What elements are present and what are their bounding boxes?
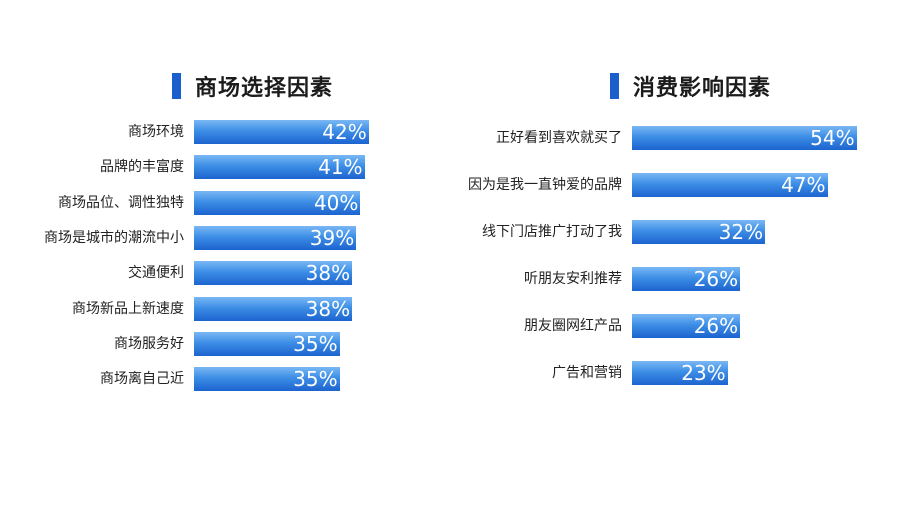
bar-value-label: 35% bbox=[293, 331, 338, 356]
category-label: 广告和营销 bbox=[552, 365, 622, 381]
category-label: 商场新品上新速度 bbox=[72, 300, 184, 317]
bar-value-label: 54% bbox=[810, 126, 855, 150]
consumption-factor-header: 消费影响因素 bbox=[610, 72, 772, 101]
category-label: 商场品位、调性独特 bbox=[58, 194, 184, 211]
bar: 35% bbox=[194, 331, 340, 356]
category-label: 正好看到喜欢就买了 bbox=[496, 130, 622, 146]
header-accent-bar bbox=[172, 73, 181, 99]
bar: 40% bbox=[194, 190, 361, 215]
bar: 38% bbox=[194, 296, 353, 321]
bar: 39% bbox=[194, 225, 357, 250]
category-label: 品牌的丰富度 bbox=[100, 159, 184, 176]
category-label: 线下门店推广打动了我 bbox=[482, 224, 622, 240]
bar-value-label: 47% bbox=[781, 173, 826, 197]
bar-value-label: 26% bbox=[693, 267, 739, 291]
mall-choice-header: 商场选择因素 bbox=[172, 72, 334, 101]
mall-choice-title: 商场选择因素 bbox=[195, 76, 334, 101]
category-label: 商场环境 bbox=[128, 124, 184, 140]
bar: 23% bbox=[632, 361, 728, 385]
bar: 26% bbox=[632, 314, 741, 338]
bar-value-label: 23% bbox=[681, 361, 726, 385]
bar-value-label: 38% bbox=[305, 261, 351, 286]
bar: 32% bbox=[632, 220, 766, 244]
bar: 47% bbox=[632, 173, 828, 197]
category-label: 商场离自己近 bbox=[100, 371, 184, 388]
bar-value-label: 38% bbox=[305, 296, 351, 321]
category-label: 听朋友安利推荐 bbox=[524, 271, 622, 287]
consumption-factor-title: 消费影响因素 bbox=[633, 76, 772, 101]
bar: 41% bbox=[194, 155, 365, 180]
category-label: 商场是城市的潮流中小 bbox=[44, 229, 184, 246]
bar: 54% bbox=[632, 126, 857, 150]
bar: 42% bbox=[194, 120, 369, 144]
bar: 38% bbox=[194, 261, 353, 286]
bar-value-label: 42% bbox=[322, 120, 367, 144]
category-label: 朋友圈网红产品 bbox=[524, 318, 622, 334]
bar-value-label: 39% bbox=[309, 225, 355, 250]
bar: 26% bbox=[632, 267, 741, 291]
bar-value-label: 26% bbox=[693, 314, 739, 338]
bar-value-label: 35% bbox=[293, 367, 338, 392]
bar: 35% bbox=[194, 367, 340, 392]
category-label: 交通便利 bbox=[128, 265, 184, 282]
header-accent-bar bbox=[610, 73, 619, 99]
bar-value-label: 41% bbox=[318, 155, 363, 180]
bar-value-label: 40% bbox=[313, 190, 359, 215]
category-label: 商场服务好 bbox=[114, 335, 184, 352]
category-label: 因为是我一直钟爱的品牌 bbox=[468, 177, 622, 193]
bar-value-label: 32% bbox=[718, 220, 764, 244]
